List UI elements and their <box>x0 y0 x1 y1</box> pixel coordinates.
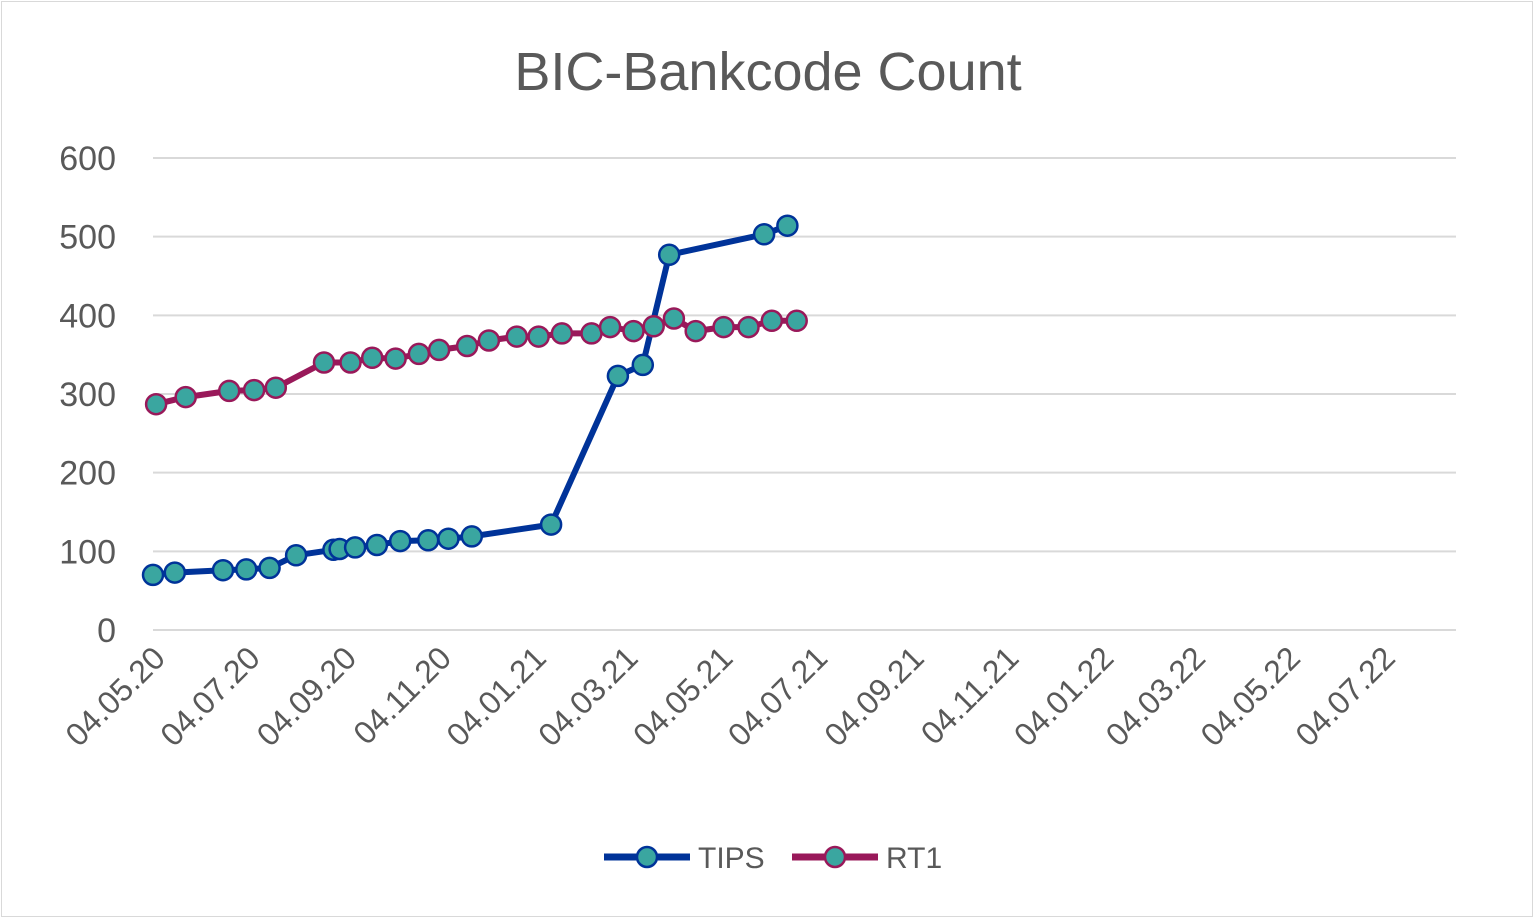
data-point-rt1 <box>455 334 479 358</box>
data-point-rt1 <box>527 325 550 348</box>
data-point-tips <box>539 513 563 536</box>
data-point-rt1 <box>505 325 529 348</box>
data-point-tips <box>657 243 681 267</box>
legend-label-rt1: RT1 <box>886 842 942 875</box>
series-layer <box>141 214 808 587</box>
data-point-rt1 <box>144 392 168 416</box>
data-point-tips <box>141 563 165 587</box>
chart-title: BIC-Bankcode Count <box>514 42 1021 102</box>
legend: TIPS RT1 <box>604 842 942 875</box>
y-axis-ticks: 0 100 200 300 400 500 600 <box>59 140 116 650</box>
x-tick-label: 04.09.21 <box>817 639 931 753</box>
data-point-tips <box>606 364 630 388</box>
x-tick-label: 04.07.22 <box>1288 639 1402 753</box>
x-tick-label: 04.09.20 <box>250 639 364 753</box>
data-point-rt1 <box>684 319 707 343</box>
data-point-rt1 <box>360 346 384 370</box>
x-tick-label: 04.03.21 <box>531 639 645 753</box>
y-tick-label: 500 <box>59 219 116 257</box>
legend-marker-rt1 <box>823 845 847 869</box>
x-tick-label: 04.11.20 <box>346 639 458 751</box>
data-point-rt1 <box>598 315 622 339</box>
data-point-rt1 <box>642 315 665 338</box>
data-point-tips <box>284 544 308 567</box>
data-point-rt1 <box>550 322 574 345</box>
y-tick-label: 200 <box>59 455 116 493</box>
data-point-tips <box>437 527 460 550</box>
data-point-tips <box>416 529 440 552</box>
data-point-rt1 <box>427 338 451 362</box>
data-point-rt1 <box>737 315 760 339</box>
y-tick-label: 100 <box>59 533 116 571</box>
data-point-tips <box>388 529 412 553</box>
data-point-rt1 <box>580 322 603 345</box>
data-point-rt1 <box>622 319 645 343</box>
data-point-rt1 <box>264 376 288 399</box>
data-point-tips <box>235 558 258 581</box>
data-point-rt1 <box>662 307 686 330</box>
data-point-tips <box>163 561 187 584</box>
x-axis-ticks: 04.05.2004.07.2004.09.2004.11.2004.01.21… <box>58 639 1401 753</box>
data-point-tips <box>631 353 655 377</box>
data-point-rt1 <box>760 309 784 333</box>
x-tick-label: 04.11.21 <box>914 639 1026 751</box>
y-tick-label: 0 <box>97 612 116 650</box>
legend-label-tips: TIPS <box>698 842 765 875</box>
data-point-tips <box>752 223 776 246</box>
data-point-tips <box>258 556 281 580</box>
data-point-rt1 <box>477 329 501 352</box>
data-point-rt1 <box>785 309 808 333</box>
series-tips <box>141 214 799 587</box>
data-point-rt1 <box>384 347 407 370</box>
x-tick-label: 04.01.22 <box>1007 639 1121 753</box>
data-point-rt1 <box>339 351 362 374</box>
data-point-rt1 <box>174 385 197 409</box>
y-tick-label: 600 <box>59 140 116 178</box>
legend-item-rt1: RT1 <box>792 842 942 875</box>
x-tick-label: 04.07.20 <box>153 639 267 753</box>
data-point-tips <box>343 536 367 559</box>
series-rt1 <box>144 307 808 416</box>
data-point-rt1 <box>217 379 241 403</box>
x-tick-label: 04.07.21 <box>721 639 835 753</box>
y-tick-label: 300 <box>59 376 116 414</box>
series-line-tips <box>150 222 791 578</box>
data-point-tips <box>460 525 484 548</box>
y-tick-label: 400 <box>59 297 116 335</box>
x-tick-label: 04.01.21 <box>439 639 553 753</box>
x-tick-label: 04.03.22 <box>1099 639 1213 753</box>
x-tick-label: 04.05.20 <box>58 639 172 753</box>
x-tick-label: 04.05.21 <box>626 639 740 753</box>
data-point-rt1 <box>312 351 336 374</box>
data-point-rt1 <box>712 315 735 339</box>
data-point-tips <box>776 214 799 237</box>
legend-item-tips: TIPS <box>604 842 765 875</box>
legend-marker-tips <box>635 845 659 869</box>
data-point-tips <box>365 533 389 557</box>
data-point-tips <box>211 558 235 582</box>
x-tick-label: 04.05.22 <box>1193 639 1307 753</box>
data-point-rt1 <box>242 378 266 402</box>
gridlines <box>153 157 1456 631</box>
data-point-rt1 <box>407 342 431 366</box>
